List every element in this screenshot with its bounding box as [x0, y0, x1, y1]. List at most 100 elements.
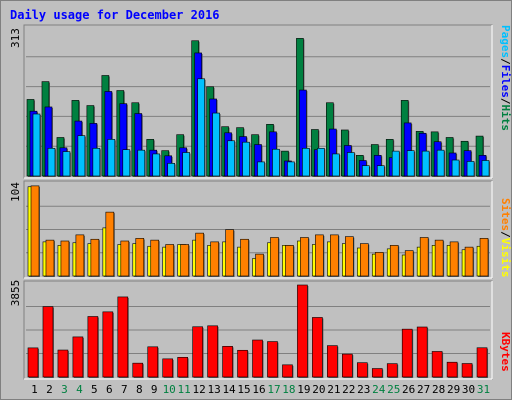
kbytes-bar [431, 351, 443, 378]
pages-bar [421, 150, 430, 177]
x-tick-label: 1 [31, 383, 38, 396]
sites-bar [90, 238, 100, 277]
sites-bar [345, 236, 354, 277]
x-tick-label: 17 [267, 383, 280, 396]
x-tick-label: 21 [327, 383, 340, 396]
pages-bar [406, 150, 415, 177]
sites-bar [225, 229, 234, 277]
pages-bar [347, 152, 355, 177]
kbytes-bar [177, 357, 188, 378]
legend-files: Files [499, 65, 512, 98]
x-tick-label: 2 [46, 383, 53, 396]
pages-bar [182, 152, 190, 177]
sites-bar [479, 238, 489, 277]
sites-bar [60, 240, 70, 277]
sites-bar [75, 234, 85, 277]
x-tick-label: 12 [193, 383, 206, 396]
kbytes-bar [117, 296, 129, 378]
x-tick-label: 13 [207, 383, 220, 396]
pages-bar [302, 147, 310, 177]
pages-bar [272, 148, 280, 177]
pages-bar [287, 161, 295, 177]
pages-bar [332, 153, 340, 177]
visits-sites-panel [23, 180, 493, 279]
chart-title: Daily usage for December 2016 [10, 8, 220, 22]
sites-bar [300, 237, 309, 277]
x-tick-label: 20 [312, 383, 325, 396]
sites-bar [434, 239, 444, 277]
kbytes-bar [327, 345, 338, 378]
sites-bar [449, 241, 459, 277]
x-tick-label: 18 [282, 383, 295, 396]
sites-bar [45, 239, 55, 277]
hits-ymax-label: 313 [9, 28, 22, 48]
pages-bar [92, 147, 101, 177]
x-tick-label: 15 [237, 383, 250, 396]
x-tick-label: 25 [387, 383, 400, 396]
legend-hits: Hits [499, 105, 512, 132]
pages-bar [212, 112, 220, 177]
x-tick-label: 4 [76, 383, 83, 396]
legend-pages-hits-files: Pages/Files/Hits [499, 25, 512, 131]
kbytes-bar [222, 346, 233, 378]
sites-bar [180, 244, 189, 277]
pages-bar [32, 113, 41, 177]
pages-bar [62, 151, 71, 177]
x-tick-label: 31 [477, 383, 490, 396]
sites-bar [270, 237, 279, 277]
pages-bar [122, 149, 131, 177]
kbytes-bar [312, 317, 323, 378]
legend-sites-visits: Sites/Visits [499, 198, 512, 278]
pages-bar [242, 141, 250, 177]
x-tick-label: 19 [297, 383, 310, 396]
sites-bar [120, 240, 130, 277]
kbytes-bar [356, 362, 368, 378]
x-tick-label: 30 [462, 383, 475, 396]
kbytes-bar [192, 326, 203, 378]
x-tick-label: 26 [402, 383, 415, 396]
kbytes-panel [23, 280, 493, 380]
x-tick-label: 14 [222, 383, 236, 396]
sites-bar [389, 245, 399, 277]
pages-bar [436, 149, 445, 177]
kbytes-bar [42, 306, 54, 378]
kbytes-bar [371, 368, 383, 378]
pages-bar [466, 161, 475, 177]
kbytes-bar [386, 363, 398, 378]
pages-bar [391, 150, 400, 177]
kbytes-bar [342, 353, 353, 378]
pages-bar [481, 160, 490, 177]
sites-bar [255, 253, 264, 277]
sites-bar [150, 239, 160, 277]
x-tick-label: 11 [178, 383, 191, 396]
sites-bar [374, 252, 384, 277]
kbytes-bar [401, 328, 413, 378]
pages-bar [107, 139, 116, 177]
sites-bar [404, 250, 414, 277]
x-tick-label: 23 [357, 383, 370, 396]
x-tick-label: 5 [91, 383, 98, 396]
x-axis-day-labels: 1 2 3 4 5 6 7 8 9 10 11 12 13 14 15 16 17 18 19 20 21 22 23 24 2… [31, 383, 490, 396]
pages-bar [197, 78, 205, 177]
pages-bar [47, 147, 56, 177]
pages-bar [257, 161, 265, 177]
pages-bar [376, 165, 385, 177]
x-tick-label: 10 [163, 383, 176, 396]
kbytes-ymax-label: 3855 [9, 280, 22, 307]
kbytes-bar [446, 361, 458, 378]
kbytes-bar [57, 349, 69, 378]
kbytes-bar [162, 358, 174, 378]
kbytes-bar [102, 311, 114, 378]
kbytes-bar [27, 347, 39, 378]
legend-visits: Visits [499, 238, 512, 278]
pages-bar [361, 165, 370, 177]
x-tick-label: 8 [136, 383, 143, 396]
kbytes-bar [87, 316, 99, 378]
sites-ymax-label: 104 [9, 182, 22, 202]
x-tick-label: 3 [61, 383, 68, 396]
legend-pages: Pages [499, 25, 512, 58]
x-tick-label: 29 [447, 383, 460, 396]
sites-bar [419, 237, 429, 277]
kbytes-bar [476, 347, 488, 378]
